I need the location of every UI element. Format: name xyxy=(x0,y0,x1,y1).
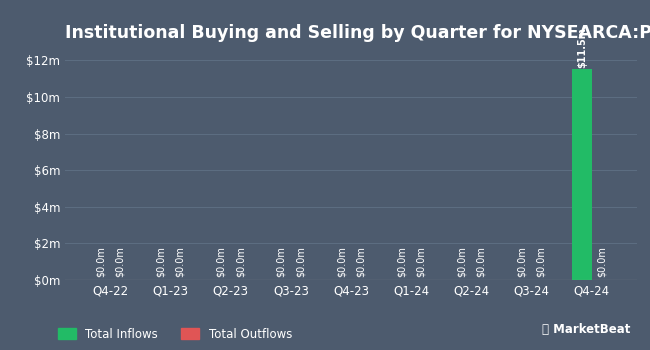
Text: $0.0m: $0.0m xyxy=(356,246,366,277)
Text: $0.0m: $0.0m xyxy=(276,246,286,277)
Text: $0.0m: $0.0m xyxy=(235,246,245,277)
Text: $0.0m: $0.0m xyxy=(596,246,606,277)
Text: $0.0m: $0.0m xyxy=(296,246,306,277)
Text: $11.5m: $11.5m xyxy=(577,27,587,68)
Text: $0.0m: $0.0m xyxy=(517,246,527,277)
Text: $0.0m: $0.0m xyxy=(156,246,166,277)
Text: $0.0m: $0.0m xyxy=(175,246,185,277)
Text: $0.0m: $0.0m xyxy=(416,246,426,277)
Text: $0.0m: $0.0m xyxy=(336,246,346,277)
Text: Institutional Buying and Selling by Quarter for NYSEARCA:PBFR: Institutional Buying and Selling by Quar… xyxy=(65,25,650,42)
Legend: Total Inflows, Total Outflows: Total Inflows, Total Outflows xyxy=(58,328,292,341)
Text: ⼿ MarketBeat: ⼿ MarketBeat xyxy=(542,323,630,336)
Text: $0.0m: $0.0m xyxy=(96,246,106,277)
Text: $0.0m: $0.0m xyxy=(536,246,546,277)
Text: $0.0m: $0.0m xyxy=(396,246,406,277)
Text: $0.0m: $0.0m xyxy=(216,246,226,277)
Bar xyxy=(573,69,592,280)
Text: $0.0m: $0.0m xyxy=(115,246,125,277)
Text: $0.0m: $0.0m xyxy=(476,246,486,277)
Text: $0.0m: $0.0m xyxy=(457,246,467,277)
